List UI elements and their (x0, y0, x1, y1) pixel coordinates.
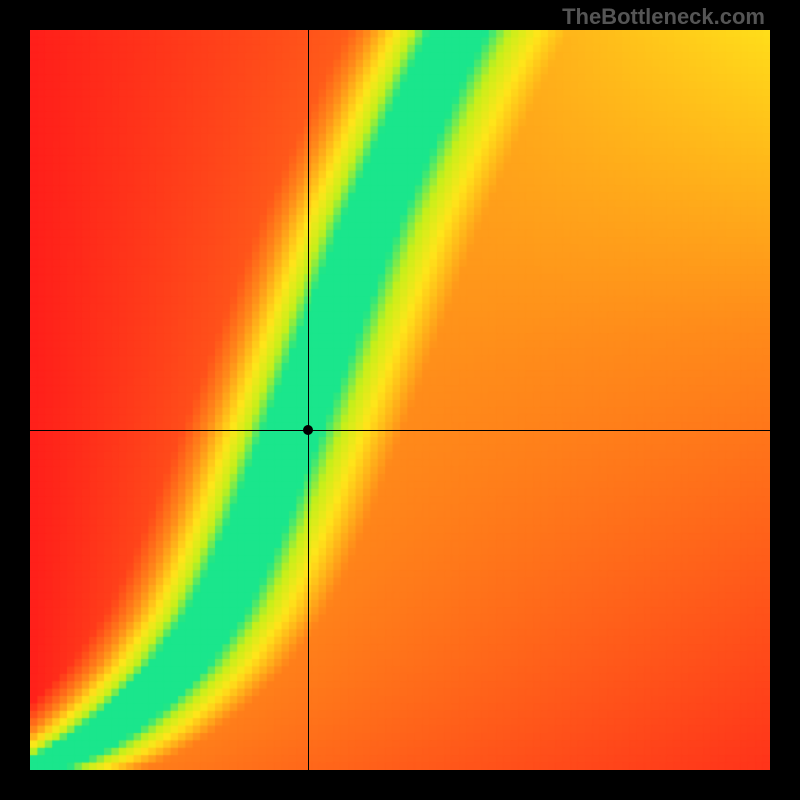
crosshair-vertical (308, 30, 309, 770)
heatmap-canvas (30, 30, 770, 770)
crosshair-marker (303, 425, 313, 435)
heatmap-plot (30, 30, 770, 770)
crosshair-horizontal (30, 430, 770, 431)
watermark-text: TheBottleneck.com (562, 4, 765, 30)
